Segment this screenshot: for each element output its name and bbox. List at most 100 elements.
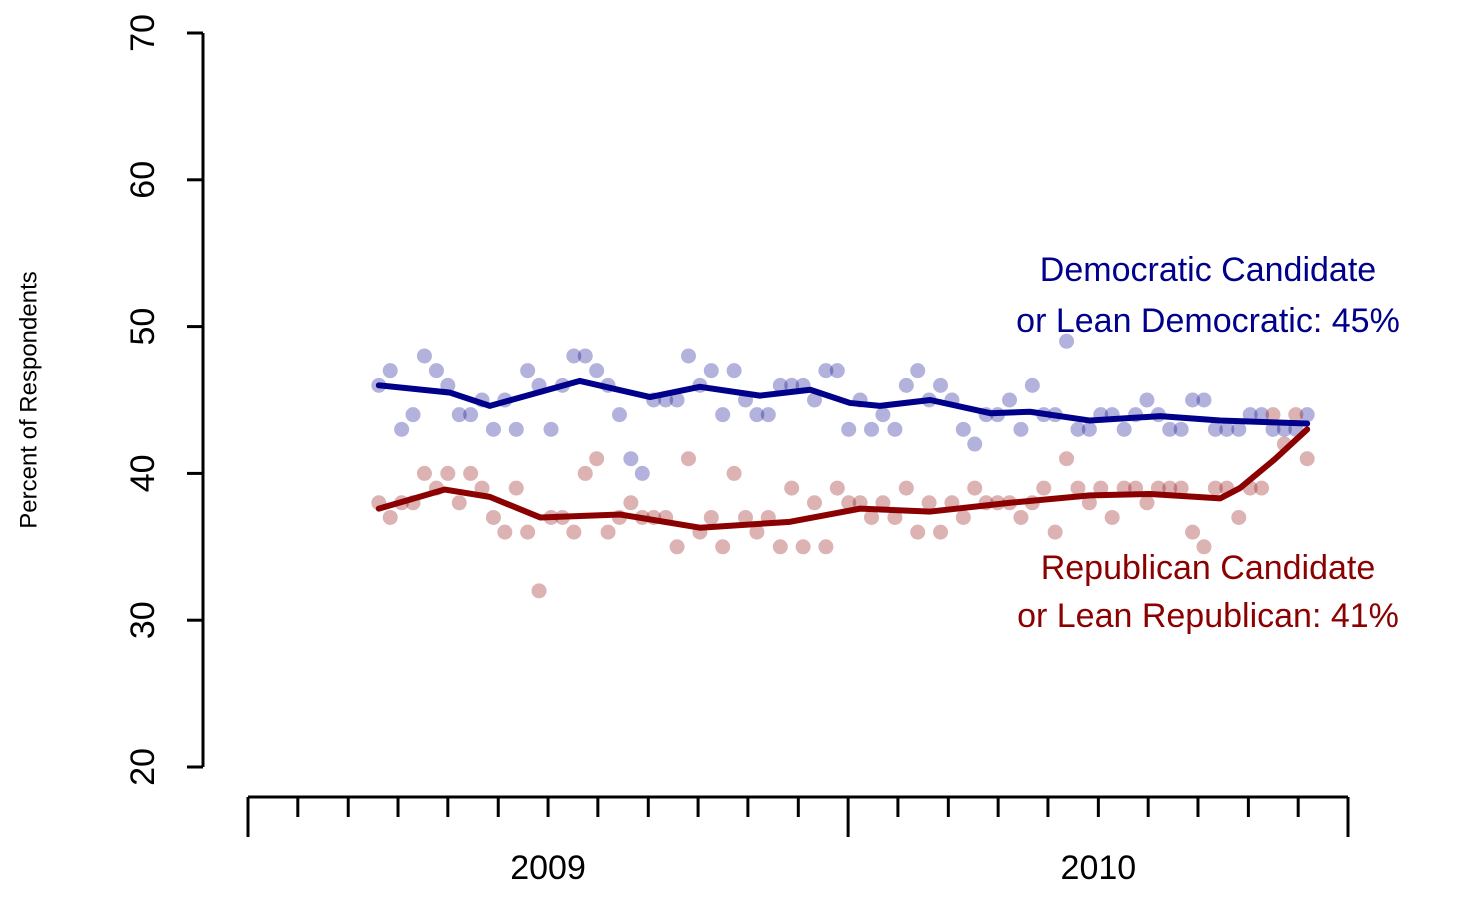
point — [1139, 495, 1155, 511]
point — [967, 480, 983, 496]
point — [784, 480, 800, 496]
point — [520, 524, 536, 540]
y-tick-label: 70 — [124, 14, 162, 52]
point — [1196, 392, 1212, 408]
point — [1265, 407, 1281, 423]
point — [1002, 392, 1018, 408]
point — [1013, 509, 1029, 525]
point — [1024, 377, 1040, 393]
point — [485, 509, 501, 525]
point — [611, 407, 627, 423]
point — [1185, 392, 1201, 408]
point — [1254, 480, 1270, 496]
point — [807, 392, 823, 408]
point — [1162, 480, 1178, 496]
point — [1196, 539, 1212, 555]
point — [829, 363, 845, 379]
point — [623, 495, 639, 511]
series-label: or Lean Republican: 41% — [1017, 597, 1399, 635]
point — [864, 509, 880, 525]
point — [1288, 407, 1304, 423]
point — [715, 407, 731, 423]
point — [508, 480, 524, 496]
point — [1139, 392, 1155, 408]
y-tick-label: 20 — [124, 748, 162, 786]
point — [898, 480, 914, 496]
point — [600, 524, 616, 540]
point — [474, 480, 490, 496]
point — [508, 421, 524, 437]
point — [589, 451, 605, 467]
point — [577, 465, 593, 481]
point — [1219, 421, 1235, 437]
point — [416, 348, 432, 364]
point — [669, 392, 685, 408]
point — [1036, 480, 1052, 496]
point — [382, 363, 398, 379]
point — [875, 407, 891, 423]
point — [1265, 421, 1281, 437]
point — [428, 363, 444, 379]
point — [841, 421, 857, 437]
point — [726, 363, 742, 379]
point — [864, 421, 880, 437]
point — [818, 539, 834, 555]
point — [898, 377, 914, 393]
point — [669, 539, 685, 555]
point — [807, 495, 823, 511]
point — [703, 363, 719, 379]
series-label: Republican Candidate — [1041, 549, 1376, 587]
point — [760, 407, 776, 423]
point — [1231, 509, 1247, 525]
point — [589, 363, 605, 379]
point — [497, 524, 513, 540]
y-tick-label: 30 — [124, 601, 162, 639]
series-label: or Lean Democratic: 45% — [1016, 302, 1400, 340]
point — [382, 509, 398, 525]
point — [841, 495, 857, 511]
point — [1173, 421, 1189, 437]
point — [634, 465, 650, 481]
point — [933, 524, 949, 540]
point — [933, 377, 949, 393]
point — [463, 465, 479, 481]
point — [1231, 421, 1247, 437]
point — [440, 465, 456, 481]
point — [921, 495, 937, 511]
series-label: Democratic Candidate — [1040, 251, 1376, 289]
point — [1059, 451, 1075, 467]
point — [1207, 480, 1223, 496]
point — [1081, 495, 1097, 511]
point — [463, 407, 479, 423]
point — [1207, 421, 1223, 437]
point — [577, 348, 593, 364]
point — [1242, 407, 1258, 423]
point — [1299, 407, 1315, 423]
point — [451, 495, 467, 511]
point — [485, 421, 501, 437]
trend-line — [375, 377, 1311, 427]
point — [887, 421, 903, 437]
point — [405, 407, 421, 423]
y-tick-label: 60 — [124, 161, 162, 199]
point — [910, 363, 926, 379]
point — [680, 451, 696, 467]
point — [680, 348, 696, 364]
point — [1185, 524, 1201, 540]
point — [910, 524, 926, 540]
point — [1299, 451, 1315, 467]
point — [451, 407, 467, 423]
point — [1254, 407, 1270, 423]
point — [829, 480, 845, 496]
y-tick-label: 50 — [124, 308, 162, 346]
point — [955, 509, 971, 525]
point — [520, 363, 536, 379]
point — [543, 421, 559, 437]
point — [566, 348, 582, 364]
point — [726, 465, 742, 481]
x-tick-label: 2009 — [510, 849, 586, 887]
point — [715, 539, 731, 555]
point — [1081, 421, 1097, 437]
point — [703, 509, 719, 525]
point — [1104, 509, 1120, 525]
